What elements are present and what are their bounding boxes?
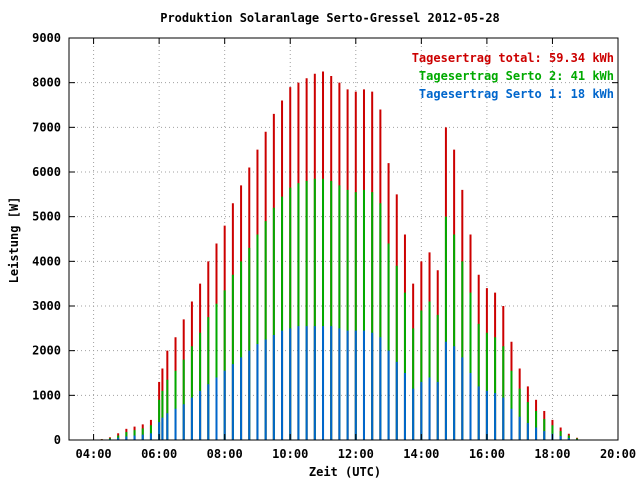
y-axis-label: Leistung [W] bbox=[7, 197, 21, 284]
y-tick-label: 2000 bbox=[32, 344, 61, 358]
legend-entry: Tagesertrag Serto 2: 41 kWh bbox=[419, 69, 614, 83]
legend: Tagesertrag total: 59.34 kWh Tagesertrag … bbox=[412, 51, 614, 101]
bars bbox=[100, 71, 587, 440]
x-tick-label: 12:00 bbox=[338, 447, 374, 461]
x-tick-label: 20:00 bbox=[600, 447, 636, 461]
x-tick-label: 10:00 bbox=[272, 447, 308, 461]
y-tick-label: 0 bbox=[54, 433, 61, 447]
y-tick-label: 7000 bbox=[32, 120, 61, 134]
x-tick-label: 08:00 bbox=[207, 447, 243, 461]
x-tick-label: 04:00 bbox=[76, 447, 112, 461]
y-tick-label: 6000 bbox=[32, 165, 61, 179]
x-tick-label: 06:00 bbox=[141, 447, 177, 461]
y-tick-label: 4000 bbox=[32, 254, 61, 268]
legend-entry: Tagesertrag Serto 1: 18 kWh bbox=[419, 87, 614, 101]
legend-entry: Tagesertrag total: 59.34 kWh bbox=[412, 51, 614, 65]
x-tick-label: 18:00 bbox=[534, 447, 570, 461]
y-tick-label: 9000 bbox=[32, 31, 61, 45]
plot-frame bbox=[68, 37, 619, 441]
y-tick-label: 5000 bbox=[32, 210, 61, 224]
x-axis-label: Zeit (UTC) bbox=[309, 465, 381, 479]
y-tick-label: 8000 bbox=[32, 76, 61, 90]
y-tick-label: 3000 bbox=[32, 299, 61, 313]
axes: 0 1000 2000 3000 4000 5000 6000 7000 8000 9000 04:… bbox=[32, 31, 636, 461]
x-tick-label: 16:00 bbox=[469, 447, 505, 461]
chart-title: Produktion Solaranlage Serto-Gressel 201… bbox=[160, 11, 500, 25]
x-tick-label: 14:00 bbox=[403, 447, 439, 461]
y-tick-label: 1000 bbox=[32, 388, 61, 402]
